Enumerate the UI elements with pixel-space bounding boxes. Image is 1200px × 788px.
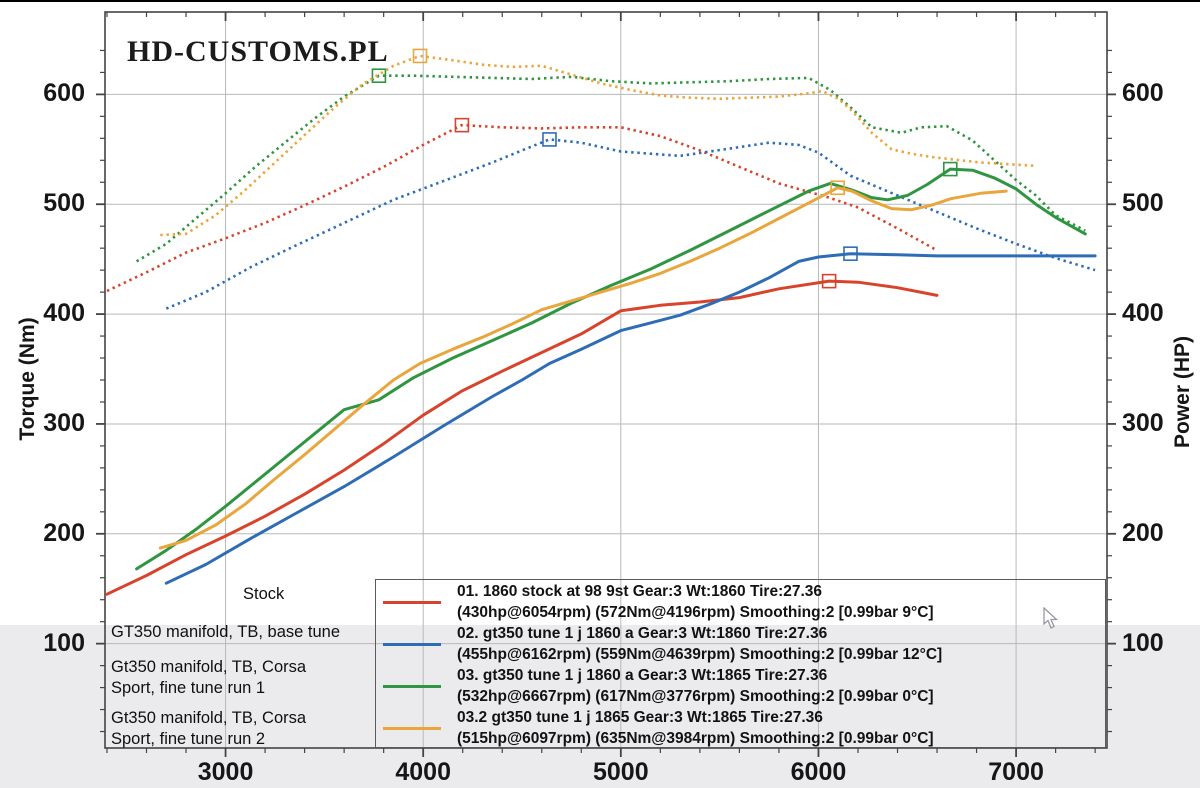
power-curve (105, 279, 939, 596)
peak-marker (454, 117, 470, 133)
peak-marker (412, 48, 428, 64)
legend-line1: 01. 1860 stock at 98 9st Gear:3 Wt:1860 … (457, 583, 823, 600)
legend-swatch (383, 600, 441, 604)
x-axis-label: 4000 (395, 758, 451, 786)
torque-curve (106, 123, 938, 293)
x-axis-label: 7000 (988, 758, 1044, 786)
y-axis-label-right: 100 (1122, 628, 1164, 657)
legend-swatch (383, 684, 441, 688)
y-axis-label-left: 200 (43, 518, 85, 547)
legend-line1: 03.2 gt350 tune 1 j 1865 Gear:3 Wt:1865 … (457, 709, 823, 726)
annotation-stock: Stock (243, 585, 285, 603)
legend-line2: (430hp@6054rpm) (572Nm@4196rpm) Smoothin… (457, 604, 934, 621)
legend-line2: (532hp@6667rpm) (617Nm@3776rpm) Smoothin… (457, 688, 934, 705)
power-curve (164, 252, 1097, 585)
x-axis-label: 3000 (197, 758, 254, 786)
y-axis-label-right: 300 (1122, 408, 1164, 437)
annotation-fine-tune-run1: Gt350 manifold, TB, Corsa Sport, fine tu… (111, 658, 307, 697)
legend-text: 03.2 gt350 tune 1 j 1865 Gear:3 Wt:1865 … (457, 707, 934, 749)
legend-row: 03. gt350 tune 1 j 1860 a Gear:3 Wt:1865… (381, 665, 1105, 707)
power-curve (135, 167, 1087, 571)
legend-box: 01. 1860 stock at 98 9st Gear:3 Wt:1860 … (375, 579, 1106, 748)
peak-marker (942, 161, 958, 177)
y-axis-label-right: 400 (1122, 299, 1164, 328)
torque-curve (165, 138, 1096, 310)
peak-marker (843, 246, 858, 261)
legend-text: 01. 1860 stock at 98 9st Gear:3 Wt:1860 … (457, 581, 934, 623)
peak-marker (821, 273, 837, 289)
torque-curve (160, 54, 1036, 237)
x-axis-label: 6000 (790, 758, 847, 786)
y-axis-label-right: 200 (1122, 518, 1164, 547)
legend-line1: 02. gt350 tune 1 j 1860 a Gear:3 Wt:1860… (457, 625, 828, 642)
y-axis-label-left: 500 (43, 189, 85, 218)
legend-text: 02. gt350 tune 1 j 1860 a Gear:3 Wt:1860… (457, 623, 942, 665)
legend-row: 02. gt350 tune 1 j 1860 a Gear:3 Wt:1860… (381, 623, 1105, 665)
annotation-base-tune: GT350 manifold, TB, base tune (111, 623, 340, 641)
legend-line2: (515hp@6097rpm) (635Nm@3984rpm) Smoothin… (457, 730, 934, 747)
legend-line1: 03. gt350 tune 1 j 1860 a Gear:3 Wt:1865… (457, 667, 828, 684)
peak-marker (542, 132, 557, 147)
legend-text: 03. gt350 tune 1 j 1860 a Gear:3 Wt:1865… (457, 665, 934, 707)
y-axis-label-left: 400 (43, 299, 85, 328)
power-curve (158, 186, 1008, 550)
legend-line2: (455hp@6162rpm) (559Nm@4639rpm) Smoothin… (457, 646, 943, 663)
annotation-fine-tune-run2: Gt350 manifold, TB, Corsa Sport, fine tu… (111, 709, 307, 748)
lower-background-band (0, 625, 1200, 788)
right-axis-title: Power (HP) (1171, 336, 1194, 449)
legend-row: 03.2 gt350 tune 1 j 1865 Gear:3 Wt:1865 … (381, 707, 1105, 749)
mouse-cursor (1043, 607, 1059, 629)
x-axis-label: 5000 (593, 758, 649, 786)
torque-curve (135, 74, 1086, 263)
y-axis-label-left: 300 (43, 408, 85, 437)
legend-swatch (383, 642, 441, 646)
peak-marker (830, 180, 845, 196)
peak-marker (371, 68, 387, 84)
y-axis-label-right: 500 (1122, 189, 1164, 218)
y-axis-label-right: 600 (1122, 79, 1164, 108)
legend-row: 01. 1860 stock at 98 9st Gear:3 Wt:1860 … (381, 581, 1105, 623)
legend-swatch (383, 726, 441, 730)
watermark: HD-CUSTOMS.PL (127, 35, 389, 68)
y-axis-label-left: 100 (43, 628, 85, 657)
y-axis-label-left: 600 (43, 79, 85, 108)
